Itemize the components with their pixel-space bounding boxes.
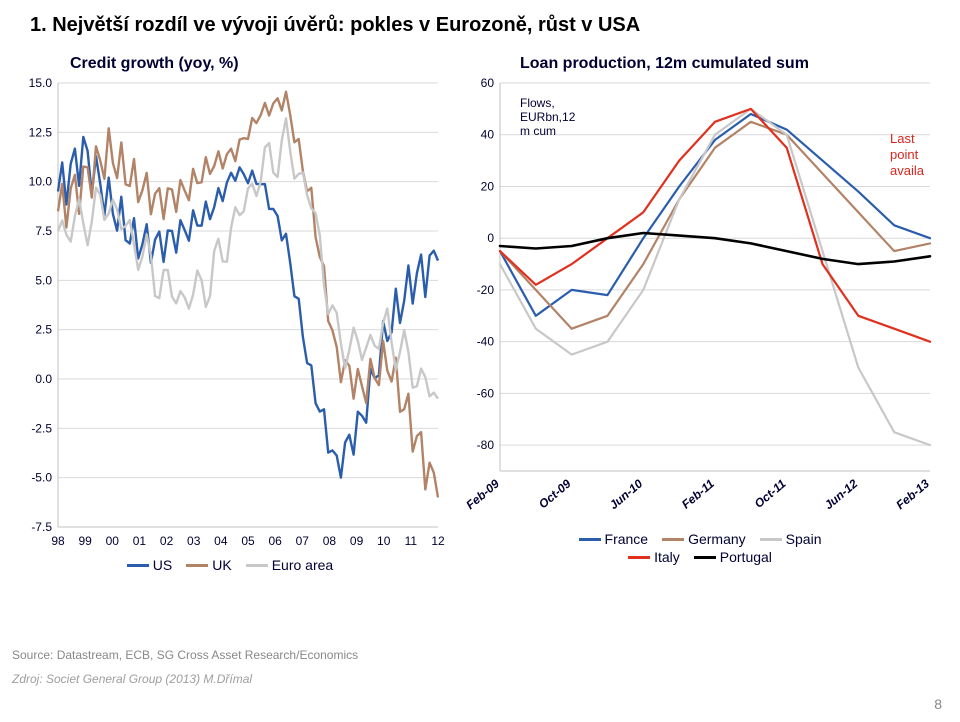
svg-text:10.0: 10.0: [29, 175, 53, 189]
svg-text:point: point: [890, 147, 919, 162]
svg-text:-2.5: -2.5: [31, 421, 52, 435]
legend-label: UK: [212, 557, 231, 573]
legend-item: France: [579, 531, 649, 547]
legend-item: Germany: [662, 531, 746, 547]
legend-label: Germany: [688, 531, 746, 547]
right-chart-svg: -80 -60 -40 -20 0 20 40 60 Feb-09 Oct-09 Jun-10 Feb…: [450, 77, 950, 527]
legend-swatch: [662, 538, 684, 541]
svg-text:60: 60: [481, 77, 495, 90]
svg-text:02: 02: [160, 534, 174, 548]
svg-text:10: 10: [377, 534, 391, 548]
right-chart-legend-row1: France Germany Spain: [450, 531, 950, 547]
source-text: Source: Datastream, ECB, SG Cross Asset …: [12, 648, 358, 662]
svg-text:-20: -20: [477, 283, 495, 297]
svg-text:Oct-11: Oct-11: [752, 476, 789, 510]
legend-label: Euro area: [272, 557, 333, 573]
left-chart-title: Credit growth (yoy, %): [10, 55, 450, 77]
svg-text:m cum: m cum: [520, 124, 556, 138]
slide-title: 1. Největší rozdíl ve vývoji úvěrů: pokl…: [0, 0, 960, 37]
svg-text:Jun-10: Jun-10: [607, 476, 646, 512]
svg-text:09: 09: [350, 534, 364, 548]
legend-label: Portugal: [720, 549, 772, 565]
legend-item: UK: [186, 557, 231, 573]
svg-text:07: 07: [296, 534, 310, 548]
left-chart-svg: -7.5 -5.0 -2.5 0.0 2.5 5.0 7.5 10.0 12.5 15.0 98 99…: [10, 77, 450, 557]
right-chart-legend-row2: Italy Portugal: [450, 549, 950, 565]
svg-text:03: 03: [187, 534, 201, 548]
legend-label: France: [605, 531, 649, 547]
legend-swatch: [579, 538, 601, 541]
svg-text:Feb-09: Feb-09: [463, 476, 502, 512]
right-chart-title: Loan production, 12m cumulated sum: [450, 55, 950, 77]
svg-text:Last: Last: [890, 131, 915, 146]
svg-text:11: 11: [405, 534, 418, 548]
legend-label: Spain: [786, 531, 822, 547]
legend-item: Euro area: [246, 557, 333, 573]
svg-text:Feb-11: Feb-11: [679, 476, 717, 511]
svg-text:0: 0: [487, 231, 494, 245]
svg-text:2.5: 2.5: [35, 323, 52, 337]
svg-text:00: 00: [106, 534, 120, 548]
svg-text:40: 40: [481, 128, 495, 142]
loan-production-chart: Loan production, 12m cumulated sum -80 -6…: [450, 55, 950, 573]
svg-text:08: 08: [323, 534, 337, 548]
legend-item: Portugal: [694, 549, 772, 565]
legend-item: Italy: [628, 549, 680, 565]
svg-text:01: 01: [133, 534, 147, 548]
svg-text:EURbn,12: EURbn,12: [520, 110, 576, 124]
svg-text:12: 12: [431, 534, 445, 548]
svg-text:Feb-13: Feb-13: [893, 476, 932, 512]
svg-text:99: 99: [78, 534, 92, 548]
svg-text:05: 05: [241, 534, 255, 548]
svg-text:7.5: 7.5: [35, 224, 52, 238]
left-chart-legend: US UK Euro area: [10, 557, 450, 573]
legend-label: Italy: [654, 549, 680, 565]
svg-text:5.0: 5.0: [35, 273, 52, 287]
svg-text:Jun-12: Jun-12: [822, 476, 861, 512]
legend-item: US: [127, 557, 172, 573]
legend-swatch: [127, 564, 149, 567]
legend-swatch: [694, 556, 716, 559]
page-number: 8: [934, 696, 942, 712]
legend-swatch: [760, 538, 782, 541]
svg-text:15.0: 15.0: [29, 77, 53, 90]
svg-text:20: 20: [481, 179, 495, 193]
svg-text:06: 06: [268, 534, 282, 548]
credit-text: Zdroj: Societ General Group (2013) M.Dří…: [12, 672, 252, 686]
legend-item: Spain: [760, 531, 822, 547]
svg-text:-40: -40: [477, 335, 495, 349]
svg-text:Flows,: Flows,: [520, 96, 555, 110]
svg-text:0.0: 0.0: [35, 372, 52, 386]
svg-text:-60: -60: [477, 386, 495, 400]
legend-swatch: [246, 564, 268, 567]
svg-text:-80: -80: [477, 438, 495, 452]
svg-text:Oct-09: Oct-09: [536, 476, 574, 511]
svg-text:-7.5: -7.5: [31, 520, 52, 534]
credit-growth-chart: Credit growth (yoy, %) -7.5 -5.0 -2.5 0.0 2.…: [10, 55, 450, 573]
svg-text:98: 98: [51, 534, 65, 548]
svg-text:availa: availa: [890, 163, 925, 178]
legend-label: US: [153, 557, 172, 573]
svg-text:12.5: 12.5: [29, 125, 53, 139]
legend-swatch: [628, 556, 650, 559]
charts-container: Credit growth (yoy, %) -7.5 -5.0 -2.5 0.0 2.…: [0, 55, 960, 573]
svg-text:04: 04: [214, 534, 228, 548]
legend-swatch: [186, 564, 208, 567]
svg-text:-5.0: -5.0: [31, 471, 52, 485]
